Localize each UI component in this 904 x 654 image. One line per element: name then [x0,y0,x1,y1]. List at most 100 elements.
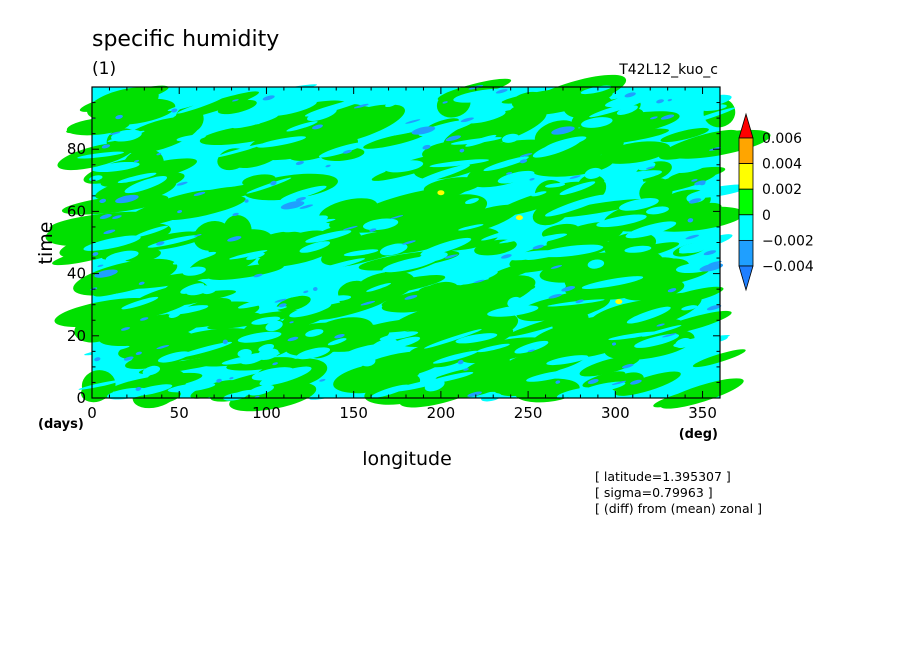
field-patch-strong-negative [445,135,461,142]
field-patch-positive [557,221,624,249]
colorbar-segment [738,239,754,267]
colorbar-segment [738,214,754,241]
field-patch-positive [93,278,147,297]
field-patch-strong-negative [660,114,675,120]
field-patch-negative [168,311,181,319]
field-patch-negative [429,159,490,168]
field-patch-negative [280,185,327,202]
field-patch-negative [608,331,658,341]
y-tick-label: 0 [76,389,86,407]
field-patch-positive [217,100,257,115]
field-patch-negative [167,382,216,393]
field-patch-negative [371,384,409,398]
field-patch-negative [167,100,204,112]
field-patch-negative [424,379,445,392]
colorbar-level-label: −0.004 [762,259,814,275]
field-patch-negative [545,194,606,217]
annotation-sigma: [ sigma=0.79963 ] [595,485,713,500]
field-patch-strong-negative [156,152,162,156]
field-patch-strong-negative [342,149,352,154]
field-patch-negative [520,233,568,246]
field-patch-strong-negative [343,225,358,231]
field-patch-positive [226,357,297,371]
field-patch-negative [389,336,421,348]
field-patch-negative [465,197,479,205]
field-patch-negative [455,333,498,344]
field-patch-negative [221,352,280,365]
field-patch-strong-negative [611,342,617,346]
y-axis-label: time [35,222,57,265]
field-patch-positive [87,87,159,120]
field-patch-negative [678,234,733,254]
colorbar-level-label: 0.002 [762,182,802,198]
field-patch-negative [246,252,265,260]
field-patch-strong-negative [156,344,170,350]
field-patch-strong-negative [334,334,345,339]
x-tick-label: 200 [427,404,456,422]
field-patch-positive [522,74,627,115]
field-patch-negative [420,237,472,256]
field-patch-negative [507,296,523,309]
field-patch-positive [552,309,589,334]
field-patch-strong-negative [112,215,122,219]
field-patch-strong-negative [253,273,263,278]
field-patch-negative [325,295,352,302]
field-patch-strong-negative [402,240,416,245]
field-patch-negative [539,244,604,258]
field-patch-strong-negative [457,359,464,365]
field-patch-negative [282,215,328,233]
field-patch-negative [172,251,217,265]
field-patch-positive [418,284,448,295]
field-patch-strong-negative [171,108,178,113]
field-patch-negative [157,351,190,363]
field-patch-strong-negative [244,199,249,203]
field-patch-negative [675,337,692,349]
field-patch-negative [497,170,535,184]
field-patch-strong-negative [662,333,677,338]
field-patch-negative [384,160,424,173]
colorbar-bottom-arrow [738,265,754,292]
field-patch-positive [154,301,260,329]
field-patch-strong-negative [404,295,418,300]
field-patch-strong-negative [587,379,599,384]
field-patch-negative [604,170,662,184]
x-axis: 0 50 100 150 200 250 300 350 [87,87,717,422]
field-patch-negative [83,235,141,251]
field-patch-positive [615,371,681,396]
field-patch-negative [366,282,392,292]
field-patch-strong-negative [529,178,535,181]
field-patch-positive [660,286,724,306]
field-patch-negative [229,250,268,260]
colorbar-level-label: 0 [762,208,771,224]
field-patch-negative [251,367,294,381]
field-patch-strong-negative [691,178,698,182]
field-patch-negative [124,176,168,194]
field-patch-positive [436,275,536,316]
field-patch-strong-negative [101,144,111,149]
field-patch-negative [481,225,529,241]
field-patch-strong-negative [123,356,134,361]
field-patch-strong-negative [313,286,318,292]
field-patch-negative [526,369,575,382]
field-patch-positive [61,194,169,215]
field-patch-strong-negative [120,327,131,331]
plot-area [45,74,771,412]
field-patch-strong-negative [527,349,535,353]
field-patch-strong-negative [299,204,314,209]
field-patch-strong-negative [270,180,277,186]
field-patch-positive [579,355,640,377]
field-patch-negative [502,133,520,143]
field-patch-positive [321,231,403,266]
field-patch-strong-negative [532,244,544,250]
field-patch-strong-negative [176,181,188,186]
field-patch-negative [458,224,484,231]
field-patch-positive [635,318,682,335]
field-patch-strong-negative [501,254,512,259]
field-patch-positive [545,199,647,218]
field-patch-strong-negative [193,191,206,196]
field-patch-negative [237,348,252,358]
field-patch-negative [305,230,352,243]
field-patch-negative [514,340,549,354]
y-tick-label: 60 [67,202,86,220]
field-patch-negative [175,341,233,358]
